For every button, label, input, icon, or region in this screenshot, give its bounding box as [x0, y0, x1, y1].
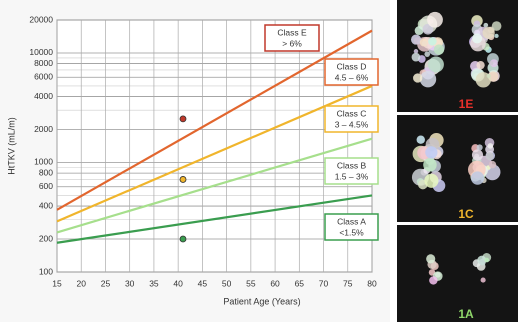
cyst: [471, 171, 484, 184]
x-tick-label: 65: [295, 278, 305, 288]
cyst: [420, 38, 428, 46]
cyst: [489, 161, 496, 168]
class-name: Class B: [337, 160, 367, 170]
cyst: [420, 71, 436, 87]
x-tick-label: 70: [319, 278, 329, 288]
cyst: [494, 34, 498, 38]
cyst: [487, 74, 491, 78]
y-tick-label: 600: [39, 181, 53, 191]
class-range: 1.5 – 3%: [335, 171, 369, 181]
cyst: [425, 146, 437, 158]
x-tick-label: 55: [246, 278, 256, 288]
class-name: Class A: [337, 216, 366, 226]
class-name: Class D: [337, 61, 367, 71]
x-tick-label: 80: [367, 278, 377, 288]
data-point: [180, 236, 186, 242]
y-tick-label: 100: [39, 266, 53, 276]
cyst: [426, 254, 435, 263]
y-axis-label: HtTKV (mL/m): [6, 117, 16, 175]
cyst: [472, 149, 483, 160]
cyst: [429, 276, 437, 284]
y-tick-label: 20000: [29, 14, 53, 24]
cyst: [413, 73, 422, 82]
cyst: [486, 152, 494, 160]
y-tick-label: 400: [39, 200, 53, 210]
data-point: [180, 176, 186, 182]
cyst: [427, 12, 443, 28]
cyst: [415, 26, 424, 35]
mri-panel: [397, 115, 518, 222]
y-tick-label: 8000: [34, 58, 53, 68]
x-tick-label: 50: [222, 278, 232, 288]
cyst: [428, 57, 444, 73]
y-tick-label: 800: [39, 167, 53, 177]
cyst: [488, 143, 494, 149]
cyst: [484, 258, 489, 263]
cyst: [483, 27, 495, 39]
cyst: [483, 23, 488, 28]
x-tick-label: 60: [270, 278, 280, 288]
image-label: 1A: [458, 307, 474, 321]
image-label: 1C: [458, 207, 474, 221]
data-point: [180, 116, 186, 122]
x-tick-label: 45: [198, 278, 208, 288]
cyst: [424, 174, 438, 188]
class-name: Class C: [337, 108, 367, 118]
class-range: > 6%: [282, 38, 302, 48]
class-range: <1.5%: [339, 227, 364, 237]
cyst: [423, 158, 436, 171]
cyst: [481, 278, 486, 283]
x-tick-label: 20: [76, 278, 86, 288]
x-tick-label: 35: [149, 278, 159, 288]
cyst: [412, 53, 421, 62]
cyst: [476, 61, 484, 69]
class-range: 4.5 – 6%: [335, 72, 369, 82]
x-tick-label: 25: [101, 278, 111, 288]
figure: Patient Age (Years) HtTKV (mL/m) 100 200 4…: [0, 0, 518, 322]
cyst: [428, 37, 436, 45]
y-tick-label: 4000: [34, 91, 53, 101]
cyst: [417, 135, 425, 143]
cyst: [489, 61, 493, 65]
cyst: [434, 44, 444, 54]
class-name: Class E: [277, 27, 307, 37]
x-axis-label: Patient Age (Years): [223, 296, 300, 306]
y-tick-label: 6000: [34, 72, 53, 82]
x-tick-label: 75: [343, 278, 353, 288]
y-tick-label: 2000: [34, 124, 53, 134]
y-tick-label: 1000: [34, 157, 53, 167]
x-tick-label: 40: [173, 278, 183, 288]
image-label: 1E: [459, 97, 474, 111]
y-tick-label: 200: [39, 233, 53, 243]
class-range: 3 – 4.5%: [335, 119, 369, 129]
cyst: [472, 33, 482, 43]
cyst: [477, 144, 483, 150]
x-tick-label: 30: [125, 278, 135, 288]
x-tick-label: 15: [52, 278, 62, 288]
y-tick-label: 10000: [29, 47, 53, 57]
